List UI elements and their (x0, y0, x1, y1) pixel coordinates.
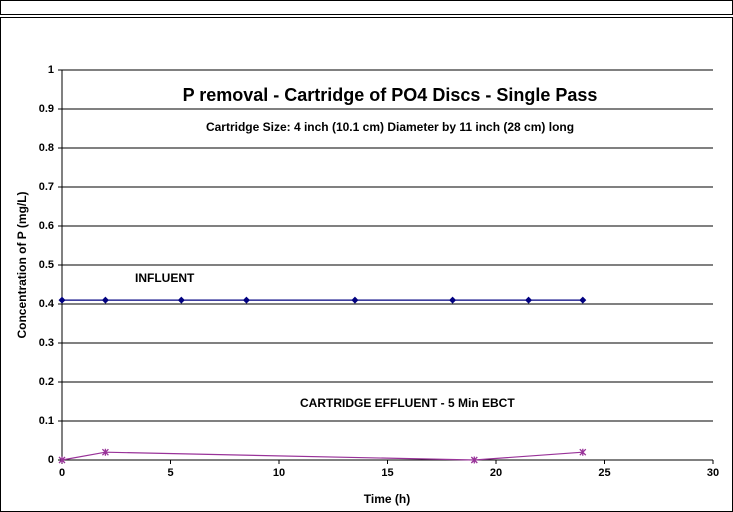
x-tick-label: 15 (381, 467, 393, 479)
x-tick-label: 0 (59, 467, 65, 479)
y-tick-label: 0.4 (39, 298, 55, 310)
series-label: INFLUENT (135, 271, 195, 285)
marker (525, 296, 533, 304)
y-axis-label: Concentration of P (mg/L) (15, 191, 29, 338)
x-tick-label: 10 (273, 467, 285, 479)
y-tick-label: 0.7 (39, 181, 54, 193)
series-label: CARTRIDGE EFFLUENT - 5 Min EBCT (300, 396, 515, 410)
y-tick-label: 0.6 (39, 220, 54, 232)
marker (177, 296, 185, 304)
y-tick-label: 0.5 (39, 259, 54, 271)
x-tick-label: 20 (490, 467, 502, 479)
marker (351, 296, 359, 304)
y-tick-label: 0.9 (39, 103, 54, 115)
x-tick-label: 25 (598, 467, 610, 479)
marker (579, 296, 587, 304)
y-tick-label: 0.3 (39, 337, 54, 349)
chart-title: P removal - Cartridge of PO4 Discs - Sin… (183, 85, 598, 105)
marker (101, 448, 109, 456)
x-tick-label: 5 (167, 467, 173, 479)
chart-subtitle: Cartridge Size: 4 inch (10.1 cm) Diamete… (206, 120, 574, 134)
marker (101, 296, 109, 304)
x-axis-label: Time (h) (364, 492, 410, 506)
marker (242, 296, 250, 304)
marker (58, 456, 66, 464)
x-tick-label: 30 (707, 467, 719, 479)
y-tick-label: 0.1 (39, 415, 54, 427)
series-line (61, 451, 583, 461)
y-tick-label: 0.8 (39, 142, 54, 154)
marker (579, 448, 587, 456)
y-tick-label: 0.2 (39, 376, 54, 388)
y-tick-label: 1 (48, 64, 54, 76)
top-frame (0, 0, 733, 15)
marker (58, 296, 66, 304)
marker (449, 296, 457, 304)
marker (470, 456, 478, 464)
y-tick-label: 0 (48, 454, 54, 466)
